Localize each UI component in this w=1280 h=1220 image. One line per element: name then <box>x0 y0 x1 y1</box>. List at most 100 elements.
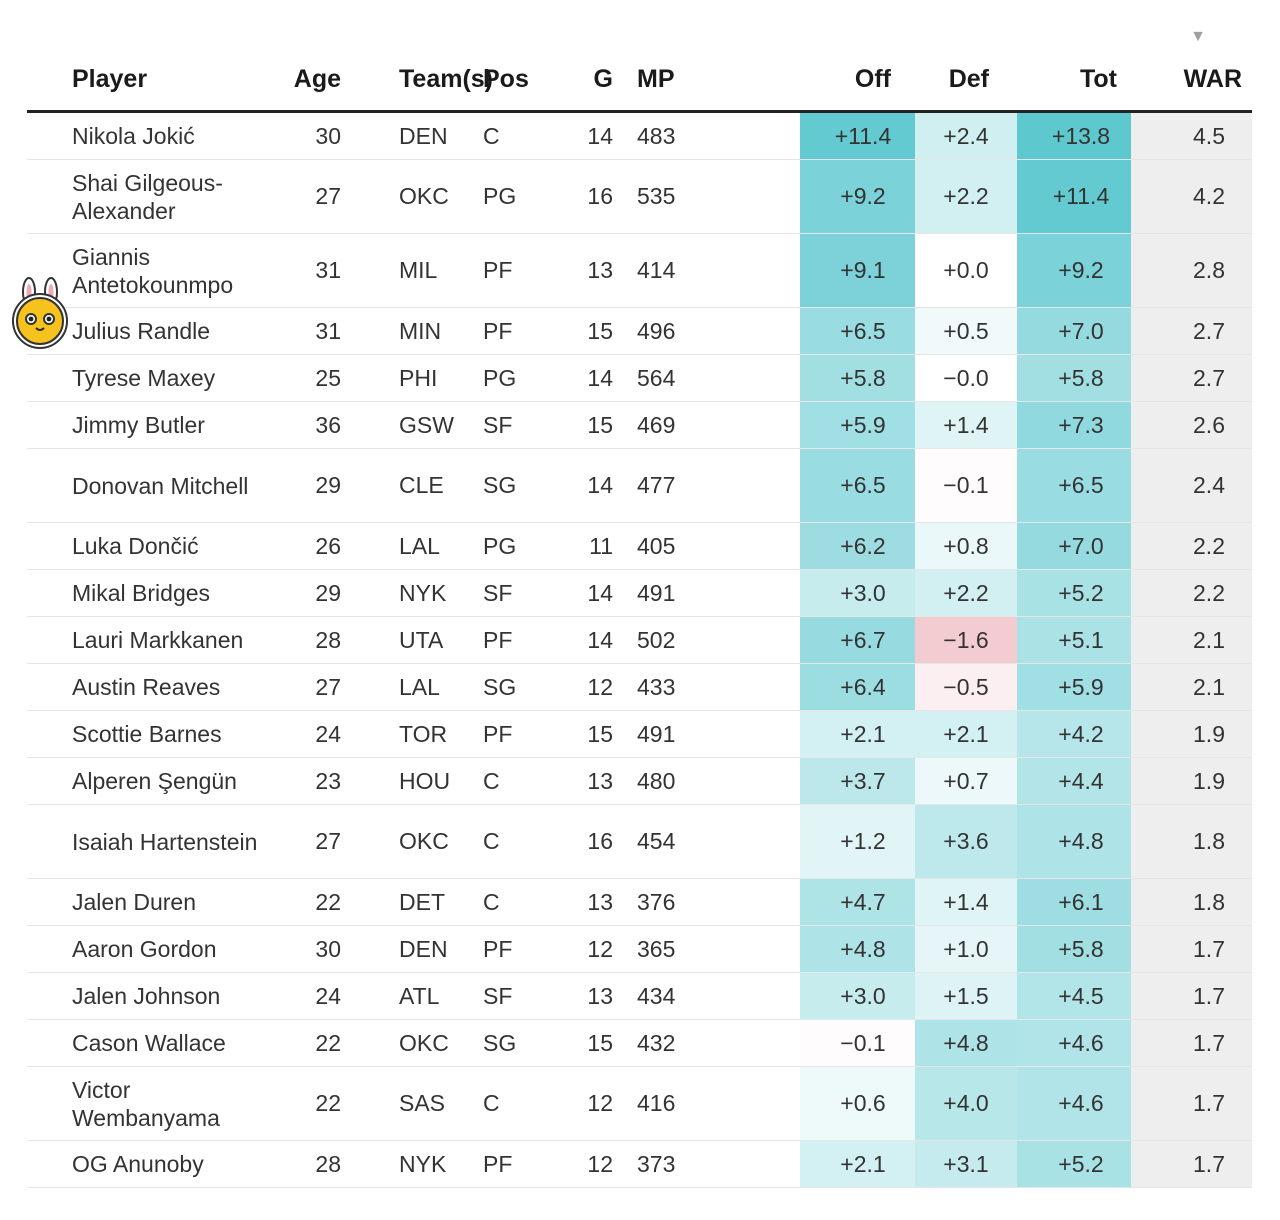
cell-player[interactable]: Aaron Gordon <box>27 925 277 973</box>
cell-war: 1.9 <box>1131 757 1252 805</box>
cell-player[interactable]: Luka Dončić <box>27 522 277 570</box>
column-header-g[interactable]: G <box>562 22 627 113</box>
column-header-age[interactable]: Age <box>277 22 344 113</box>
cell-g: 14 <box>562 354 627 402</box>
cell-def: +4.8 <box>915 1019 1017 1067</box>
table-row[interactable]: OG Anunoby 28 NYK PF 12 373 +2.1 +3.1 +5.2 1.7 <box>27 1140 1252 1188</box>
cell-age: 24 <box>277 972 344 1020</box>
cell-player[interactable]: Jalen Johnson <box>27 972 277 1020</box>
cell-player[interactable]: Scottie Barnes <box>27 710 277 758</box>
cell-age: 28 <box>277 1140 344 1188</box>
cell-mp: 477 <box>627 448 800 523</box>
column-header-tot[interactable]: Tot <box>1017 22 1131 113</box>
column-header-player[interactable]: Player <box>27 22 277 113</box>
table-row[interactable]: Mikal Bridges 29 NYK SF 14 491 +3.0 +2.2 +5.2 2.2 <box>27 569 1252 617</box>
cell-team: HOU <box>344 757 467 805</box>
cell-tot: +4.8 <box>1017 804 1131 879</box>
cell-player[interactable]: Lauri Markkanen <box>27 616 277 664</box>
cell-off: +5.8 <box>800 354 915 402</box>
table-row[interactable]: Victor Wembanyama 22 SAS C 12 416 +0.6 +4.0 +4.6… <box>27 1066 1252 1141</box>
column-header-off[interactable]: Off <box>800 22 915 113</box>
cell-def: +1.5 <box>915 972 1017 1020</box>
cell-age: 22 <box>277 878 344 926</box>
cell-player[interactable]: Julius Randle <box>27 307 277 355</box>
cell-age: 29 <box>277 569 344 617</box>
cell-age: 27 <box>277 663 344 711</box>
table-row[interactable]: Cason Wallace 22 OKC SG 15 432 −0.1 +4.8 +4.6 1.7 <box>27 1019 1252 1067</box>
column-header-war[interactable]: ▼ WAR <box>1131 22 1252 113</box>
cell-g: 15 <box>562 307 627 355</box>
cell-player[interactable]: Victor Wembanyama <box>27 1066 277 1141</box>
table-row[interactable]: Jalen Johnson 24 ATL SF 13 434 +3.0 +1.5 +4.5 1.7 <box>27 972 1252 1020</box>
cell-player[interactable]: Alperen Şengün <box>27 757 277 805</box>
cell-tot: +9.2 <box>1017 233 1131 308</box>
table-row[interactable]: Alperen Şengün 23 HOU C 13 480 +3.7 +0.7 +4.4 1.9 <box>27 757 1252 805</box>
cell-player[interactable]: Nikola Jokić <box>27 111 277 160</box>
table-row[interactable]: Nikola Jokić 30 DEN C 14 483 +11.4 +2.4 +13.8 4.5 <box>27 111 1252 160</box>
table-row[interactable]: Shai Gilgeous-Alexander 27 OKC PG 16 535 +9.2 +… <box>27 159 1252 234</box>
table-row[interactable]: Lauri Markkanen 28 UTA PF 14 502 +6.7 −1.6 +5.1 2… <box>27 616 1252 664</box>
cell-g: 12 <box>562 1140 627 1188</box>
cell-age: 22 <box>277 1019 344 1067</box>
cell-war: 2.1 <box>1131 616 1252 664</box>
cell-def: +1.4 <box>915 401 1017 449</box>
cell-mp: 405 <box>627 522 800 570</box>
cell-pos: C <box>467 1066 562 1141</box>
cell-player[interactable]: Giannis Antetokounmpo <box>27 233 277 308</box>
cell-off: +2.1 <box>800 1140 915 1188</box>
table-row[interactable]: Austin Reaves 27 LAL SG 12 433 +6.4 −0.5 +5.9 2.1 <box>27 663 1252 711</box>
cell-team: OKC <box>344 804 467 879</box>
cell-war: 1.7 <box>1131 925 1252 973</box>
cell-pos: SF <box>467 972 562 1020</box>
cell-war: 1.7 <box>1131 1066 1252 1141</box>
table-row[interactable]: Jimmy Butler 36 GSW SF 15 469 +5.9 +1.4 +7.3 2.6 <box>27 401 1252 449</box>
cell-team: LAL <box>344 663 467 711</box>
cell-team: DET <box>344 878 467 926</box>
cell-war: 4.5 <box>1131 111 1252 160</box>
sort-descending-icon[interactable]: ▼ <box>1190 28 1206 45</box>
cell-player[interactable]: Austin Reaves <box>27 663 277 711</box>
cell-team: NYK <box>344 569 467 617</box>
table-row[interactable]: Giannis Antetokounmpo 31 MIL PF 13 414 +9.1 +0.… <box>27 233 1252 308</box>
cell-tot: +6.5 <box>1017 448 1131 523</box>
cell-g: 15 <box>562 401 627 449</box>
table-row[interactable]: Julius Randle 31 MIN PF 15 496 +6.5 +0.5 +7.0 2.7 <box>27 307 1252 355</box>
cell-player[interactable]: Donovan Mitchell <box>27 448 277 523</box>
table-row[interactable]: Tyrese Maxey 25 PHI PG 14 564 +5.8 −0.0 +5.8 2.7 <box>27 354 1252 402</box>
table-row[interactable]: Scottie Barnes 24 TOR PF 15 491 +2.1 +2.1 +4.2 1.… <box>27 710 1252 758</box>
table-row[interactable]: Jalen Duren 22 DET C 13 376 +4.7 +1.4 +6.1 1.8 <box>27 878 1252 926</box>
cell-player[interactable]: Cason Wallace <box>27 1019 277 1067</box>
table-row[interactable]: Luka Dončić 26 LAL PG 11 405 +6.2 +0.8 +7.0 2.2 <box>27 522 1252 570</box>
cell-team: NYK <box>344 1140 467 1188</box>
cell-pos: C <box>467 757 562 805</box>
cell-player[interactable]: Isaiah Hartenstein <box>27 804 277 879</box>
column-header-team[interactable]: Team(s) <box>344 22 493 113</box>
column-header-pos[interactable]: Pos <box>467 22 562 113</box>
cell-player[interactable]: Jalen Duren <box>27 878 277 926</box>
cell-team: CLE <box>344 448 467 523</box>
cell-team: MIN <box>344 307 467 355</box>
cell-mp: 454 <box>627 804 800 879</box>
table-row[interactable]: Donovan Mitchell 29 CLE SG 14 477 +6.5 −0.1 +6.5… <box>27 448 1252 523</box>
cell-mp: 376 <box>627 878 800 926</box>
cell-off: +6.2 <box>800 522 915 570</box>
table-row[interactable]: Aaron Gordon 30 DEN PF 12 365 +4.8 +1.0 +5.8 1.7 <box>27 925 1252 973</box>
cell-def: +0.5 <box>915 307 1017 355</box>
cell-player[interactable]: Mikal Bridges <box>27 569 277 617</box>
cell-player[interactable]: OG Anunoby <box>27 1140 277 1188</box>
cell-def: −0.0 <box>915 354 1017 402</box>
cell-player[interactable]: Jimmy Butler <box>27 401 277 449</box>
table-row[interactable]: Isaiah Hartenstein 27 OKC C 16 454 +1.2 +3.6 +4.… <box>27 804 1252 879</box>
cell-def: +2.2 <box>915 569 1017 617</box>
table-body: Nikola Jokić 30 DEN C 14 483 +11.4 +2.4 +13.8 4.5… <box>27 111 1252 1188</box>
cell-tot: +5.8 <box>1017 354 1131 402</box>
cell-off: +6.5 <box>800 448 915 523</box>
column-header-mp[interactable]: MP <box>627 22 800 113</box>
cell-off: +3.0 <box>800 569 915 617</box>
column-header-def[interactable]: Def <box>915 22 1017 113</box>
cell-player[interactable]: Tyrese Maxey <box>27 354 277 402</box>
cell-player[interactable]: Shai Gilgeous-Alexander <box>27 159 277 234</box>
cell-age: 22 <box>277 1066 344 1141</box>
cell-pos: PF <box>467 925 562 973</box>
